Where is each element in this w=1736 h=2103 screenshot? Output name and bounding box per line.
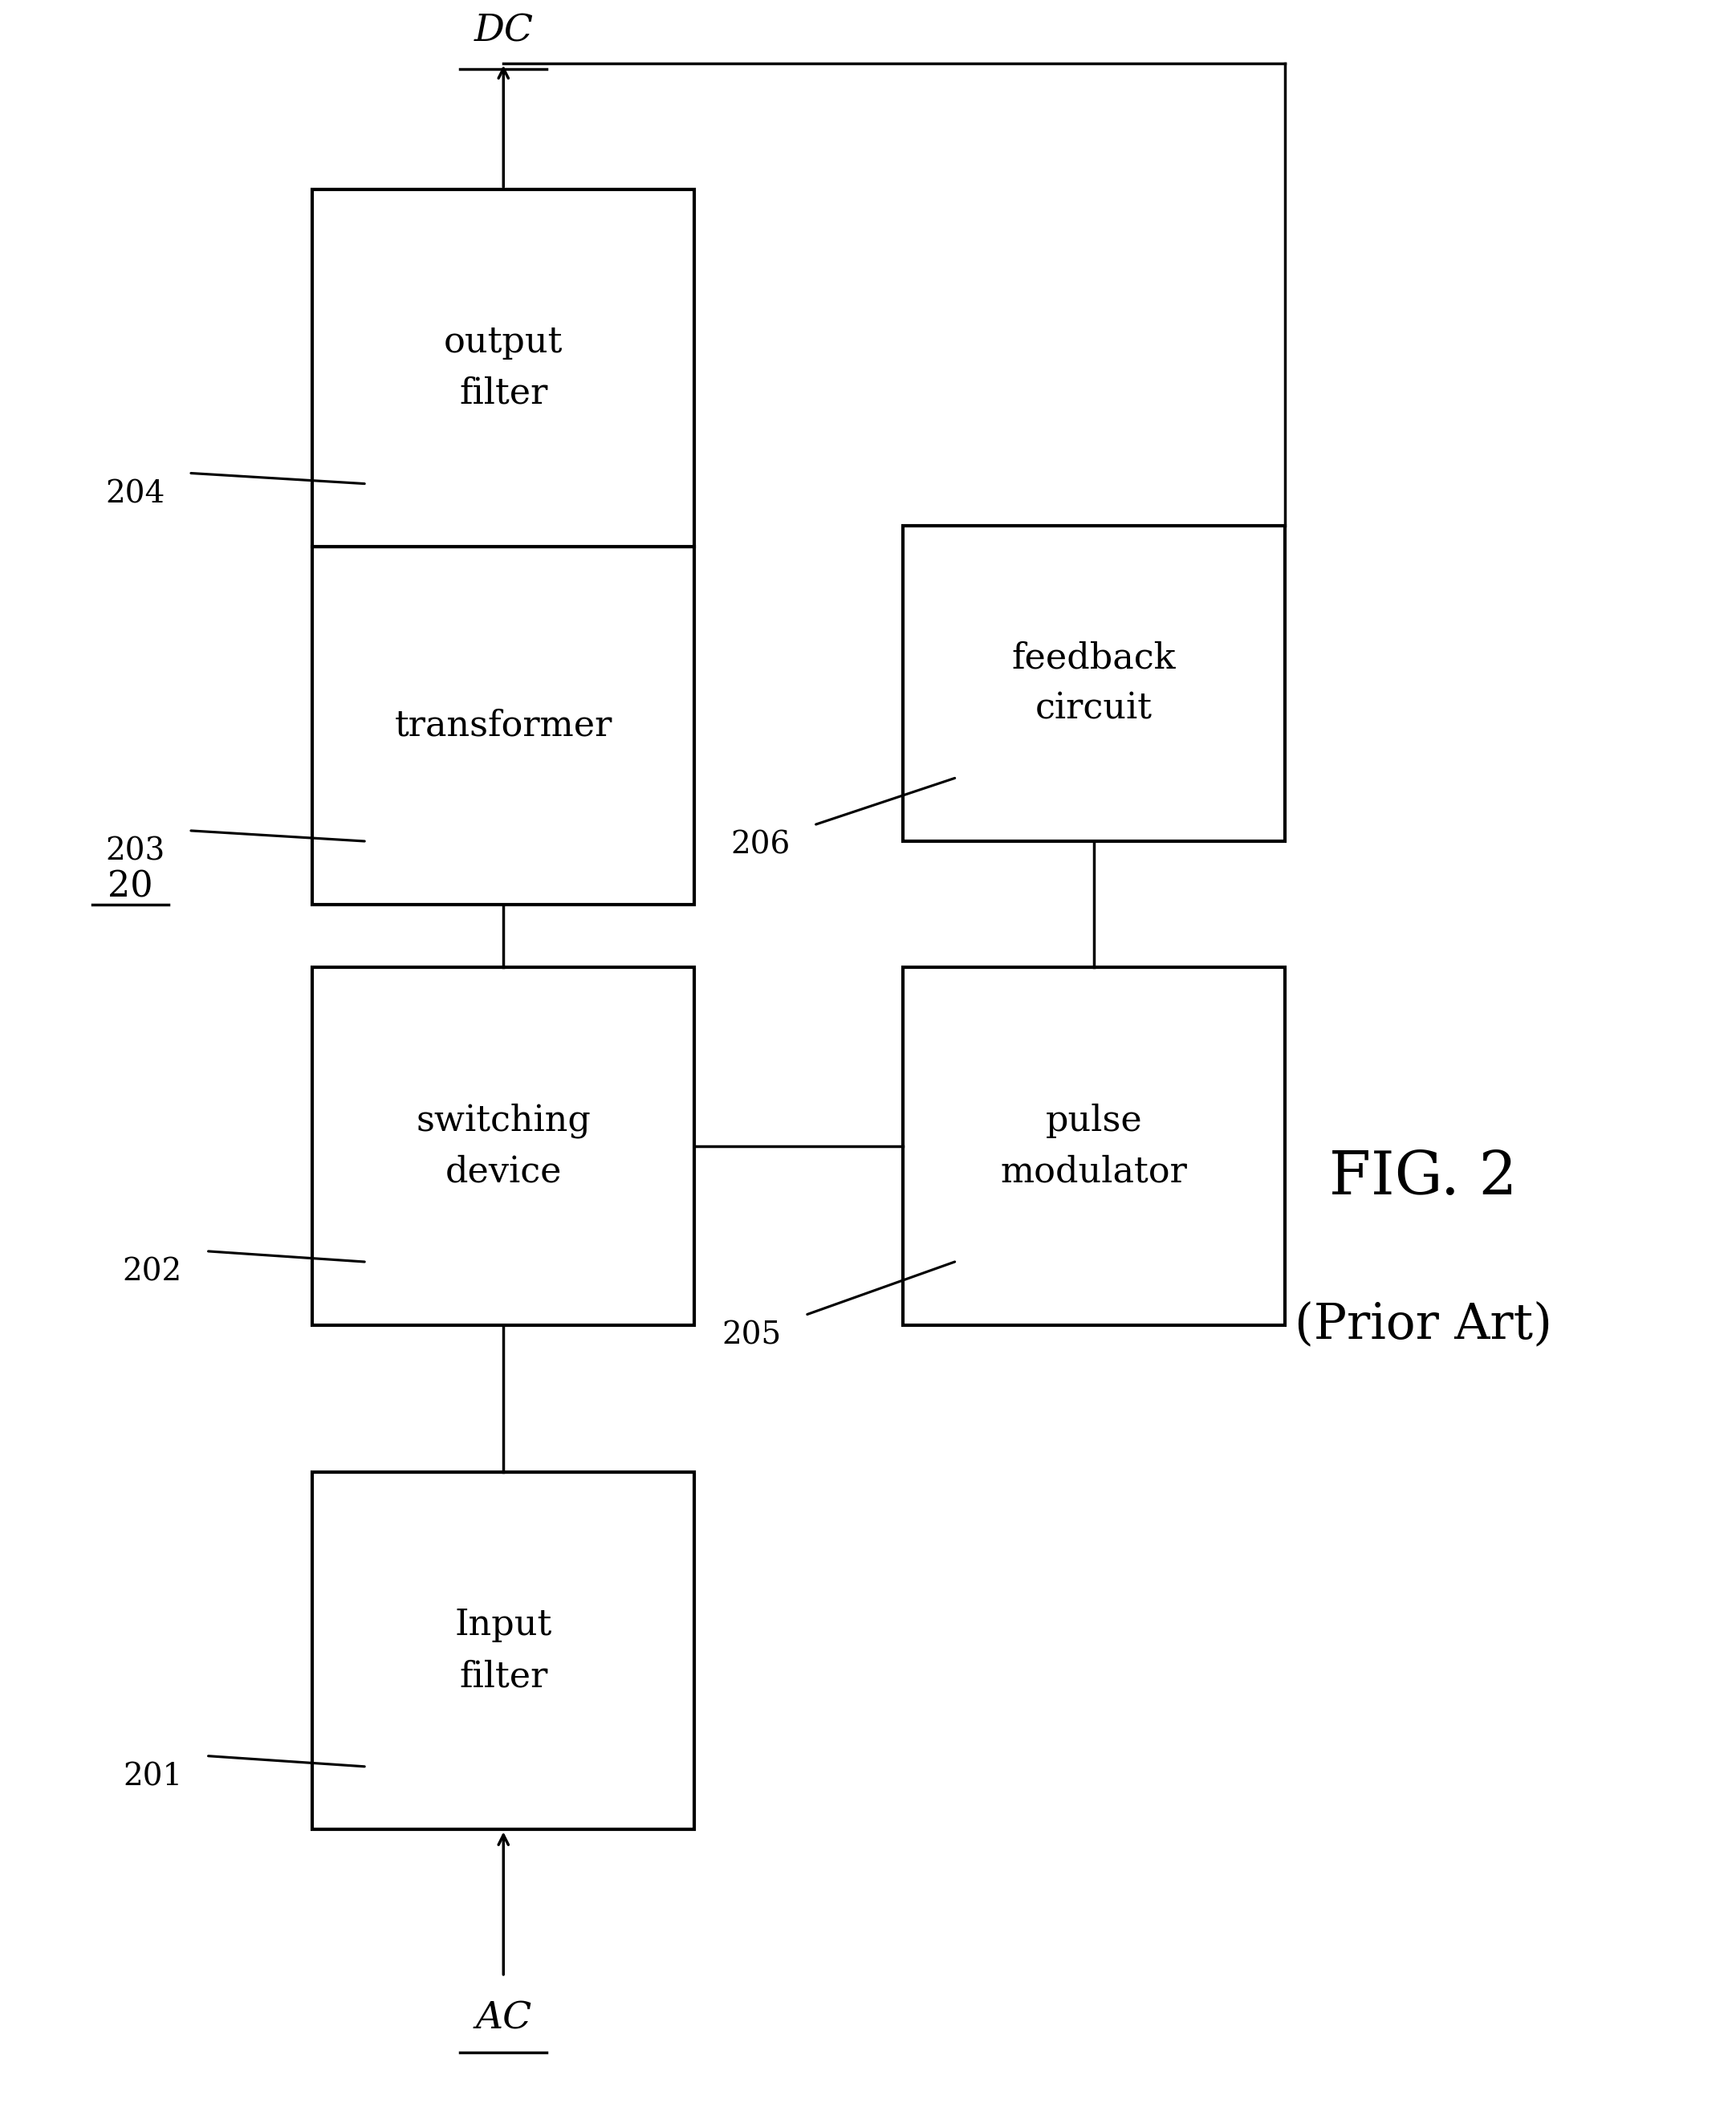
Text: 202: 202 bbox=[123, 1258, 182, 1287]
Text: 201: 201 bbox=[123, 1762, 182, 1792]
Text: 204: 204 bbox=[106, 479, 165, 509]
Bar bbox=[903, 967, 1285, 1325]
Text: 203: 203 bbox=[106, 837, 165, 866]
Text: Input
filter: Input filter bbox=[455, 1609, 552, 1693]
Bar bbox=[312, 189, 694, 547]
Text: output
filter: output filter bbox=[444, 326, 562, 410]
Bar bbox=[312, 1472, 694, 1830]
Text: 20: 20 bbox=[108, 871, 153, 904]
Text: transformer: transformer bbox=[394, 709, 613, 742]
Text: switching
device: switching device bbox=[417, 1104, 590, 1188]
Text: (Prior Art): (Prior Art) bbox=[1295, 1302, 1552, 1348]
Bar bbox=[312, 967, 694, 1325]
Text: FIG. 2: FIG. 2 bbox=[1330, 1148, 1517, 1207]
Bar bbox=[903, 526, 1285, 841]
Text: feedback
circuit: feedback circuit bbox=[1012, 641, 1175, 726]
Bar bbox=[312, 547, 694, 904]
Text: AC: AC bbox=[476, 2000, 531, 2038]
Text: pulse
modulator: pulse modulator bbox=[1000, 1104, 1187, 1188]
Text: DC: DC bbox=[474, 13, 533, 50]
Text: 206: 206 bbox=[731, 831, 790, 860]
Text: 205: 205 bbox=[722, 1321, 781, 1350]
